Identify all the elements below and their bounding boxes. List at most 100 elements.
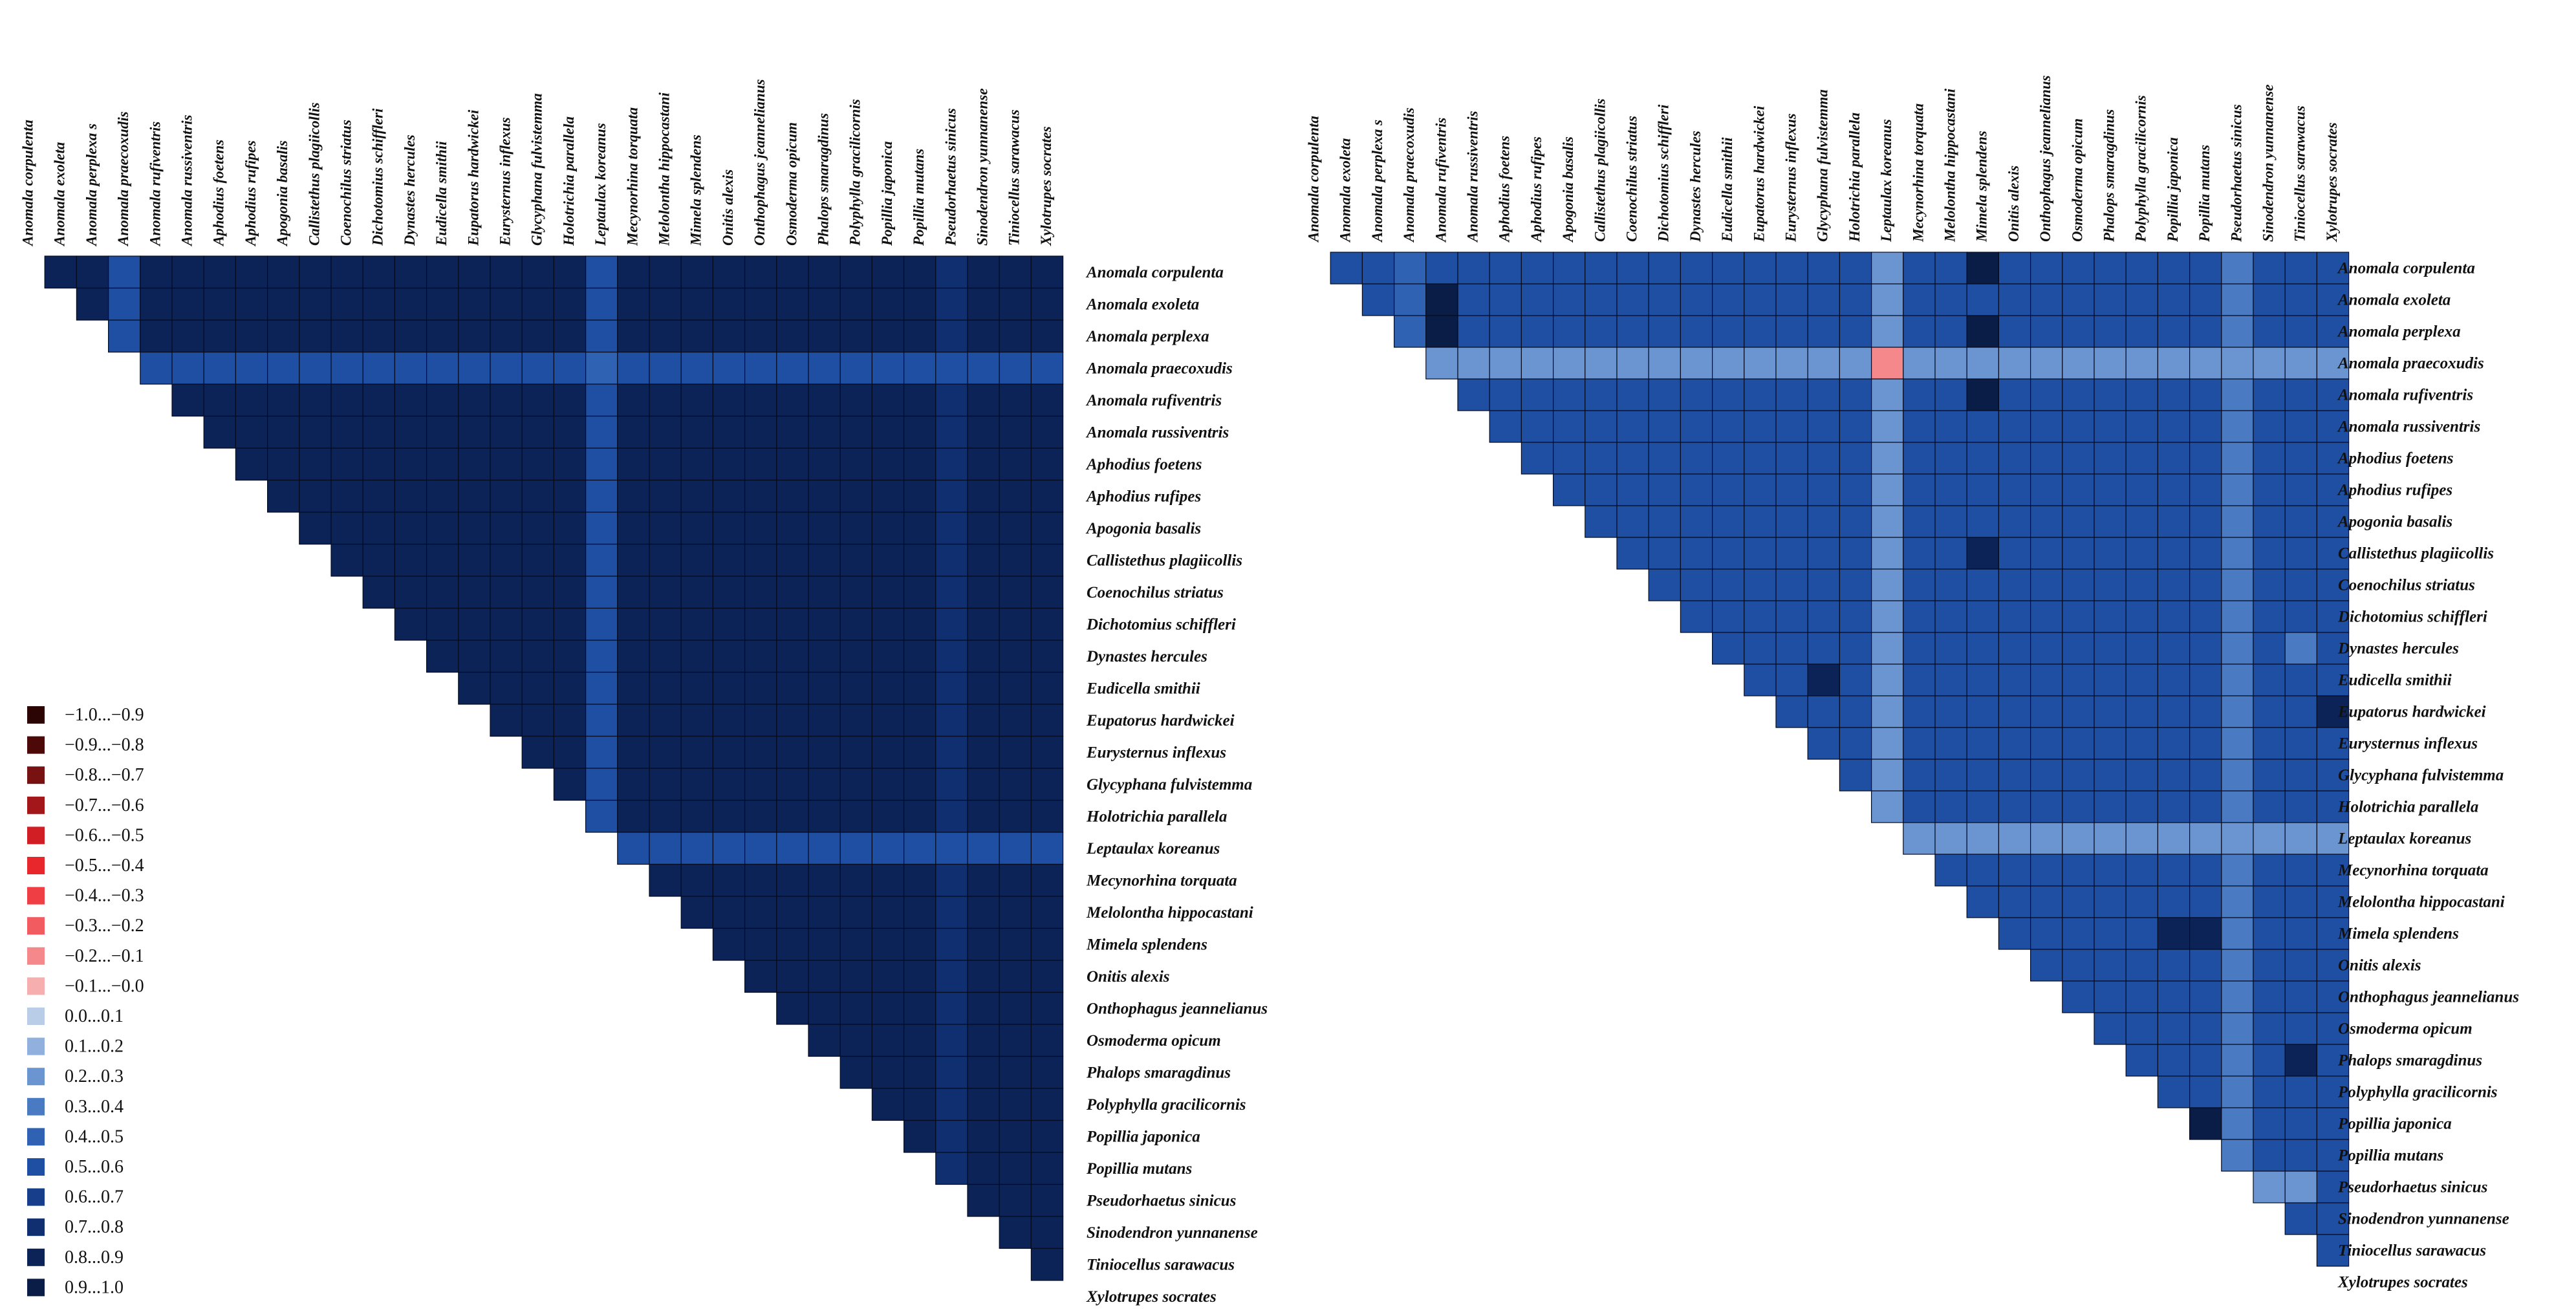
heatmap-cell [330, 319, 363, 353]
heatmap-cell [267, 351, 300, 385]
heatmap-cell [2284, 442, 2317, 475]
heatmap-cell [2284, 790, 2317, 823]
heatmap-cell [2253, 854, 2286, 887]
heatmap-cell [1457, 252, 1490, 285]
heatmap-cell [744, 671, 777, 705]
heatmap-cell [2253, 505, 2286, 538]
heatmap-cell [426, 512, 459, 545]
heatmap-cell [1489, 315, 1522, 348]
heatmap-cell [2157, 949, 2191, 982]
heatmap-cell [2221, 663, 2254, 696]
heatmap-cell [585, 287, 618, 321]
heatmap-cell [140, 287, 173, 321]
heatmap-cell [1998, 410, 2031, 443]
column-label-tiniocellus-sarawacus: Tiniocellus sarawacus [2292, 105, 2308, 242]
heatmap-cell [617, 383, 650, 417]
heatmap-cell [649, 832, 682, 865]
heatmap-cell [999, 1088, 1032, 1121]
heatmap-cell [299, 383, 332, 417]
heatmap-cell [1934, 600, 1967, 633]
row-label-coenochilus-striatus: Coenochilus striatus [2338, 577, 2475, 594]
heatmap-cell [712, 255, 746, 289]
heatmap-cell [1030, 1088, 1064, 1121]
heatmap-cell [1871, 410, 1904, 443]
heatmap-cell [999, 960, 1032, 993]
heatmap-cell [2253, 473, 2286, 506]
heatmap-cell [1585, 505, 1618, 538]
heatmap-cell [712, 479, 746, 513]
heatmap-cell [330, 383, 363, 417]
heatmap-cell [967, 319, 1000, 353]
heatmap-cell [2125, 632, 2158, 665]
heatmap-cell [1712, 568, 1745, 601]
column-label-popillia-mutans: Popillia mutans [911, 149, 927, 246]
heatmap-cell [171, 319, 204, 353]
heatmap-cell [776, 255, 809, 289]
heatmap-cell [808, 255, 841, 289]
column-label-pseudorhaetus-sinicus: Pseudorhaetus sinicus [2228, 104, 2244, 243]
column-label-tiniocellus-sarawacus: Tiniocellus sarawacus [1006, 109, 1023, 246]
heatmap-cell [617, 735, 650, 769]
heatmap-cell [839, 735, 872, 769]
row-label-leptaulax-koreanus: Leptaulax koreanus [1086, 840, 1220, 858]
heatmap-cell [2125, 378, 2158, 411]
heatmap-cell [203, 351, 237, 385]
heatmap-cell [1998, 663, 2031, 696]
row-label-anomala-russiventris: Anomala russiventris [2337, 418, 2480, 436]
legend-swatch [27, 706, 45, 724]
legend-swatch [27, 857, 45, 874]
heatmap-cell [1966, 410, 1999, 443]
heatmap-cell [1030, 991, 1064, 1025]
heatmap-cell [2094, 1012, 2127, 1045]
heatmap-cell [712, 383, 746, 417]
heatmap-cell [1616, 410, 1649, 443]
heatmap-cell [1648, 283, 1681, 316]
heatmap-cell [2062, 949, 2095, 982]
heatmap-cell [1585, 378, 1618, 411]
heatmap-cell [776, 768, 809, 801]
heatmap-cell [1775, 473, 1808, 506]
heatmap-cell [2253, 283, 2286, 316]
heatmap-cell [2284, 695, 2317, 728]
heatmap-cell [1934, 473, 1967, 506]
legend-label: −0.3...−0.2 [65, 916, 144, 936]
heatmap-cell [585, 576, 618, 609]
heatmap-cell [935, 768, 968, 801]
heatmap-cell [1807, 442, 1840, 475]
row-label-anomala-russiventris: Anomala russiventris [1085, 424, 1229, 441]
heatmap-cell [680, 640, 713, 673]
row-label-callistethus-plagiicollis: Callistethus plagiicollis [1087, 552, 1242, 569]
heatmap-cell [1775, 252, 1808, 285]
heatmap-cell [2253, 442, 2286, 475]
heatmap-cell [2189, 442, 2222, 475]
heatmap-cell [362, 479, 396, 513]
heatmap-cell [1839, 600, 1872, 633]
heatmap-cell [426, 576, 459, 609]
heatmap-cell [2284, 568, 2317, 601]
heatmap-cell [1030, 543, 1064, 577]
heatmap-cell [1966, 822, 1999, 855]
heatmap-cell [680, 704, 713, 737]
heatmap-cell [1839, 473, 1872, 506]
heatmap-cell [299, 479, 332, 513]
heatmap-cell [903, 448, 936, 481]
heatmap-cell [1839, 347, 1872, 380]
heatmap-cell [1744, 283, 1777, 316]
heatmap-cell [839, 640, 872, 673]
heatmap-cell [2157, 1012, 2191, 1045]
heatmap-cell [330, 415, 363, 449]
heatmap-cell [1553, 283, 1586, 316]
heatmap-cell [967, 735, 1000, 769]
heatmap-cell [1030, 448, 1064, 481]
heatmap-cell [1680, 568, 1713, 601]
heatmap-cell [1030, 1119, 1064, 1153]
heatmap-cell [839, 896, 872, 929]
heatmap-cell [903, 415, 936, 449]
column-label-anomala-rufiventris: Anomala rufiventris [1433, 118, 1449, 243]
heatmap-cell [1744, 537, 1777, 570]
heatmap-cell [2125, 885, 2158, 918]
heatmap-cell [999, 768, 1032, 801]
heatmap-cell [1934, 283, 1967, 316]
heatmap-cell [967, 799, 1000, 833]
